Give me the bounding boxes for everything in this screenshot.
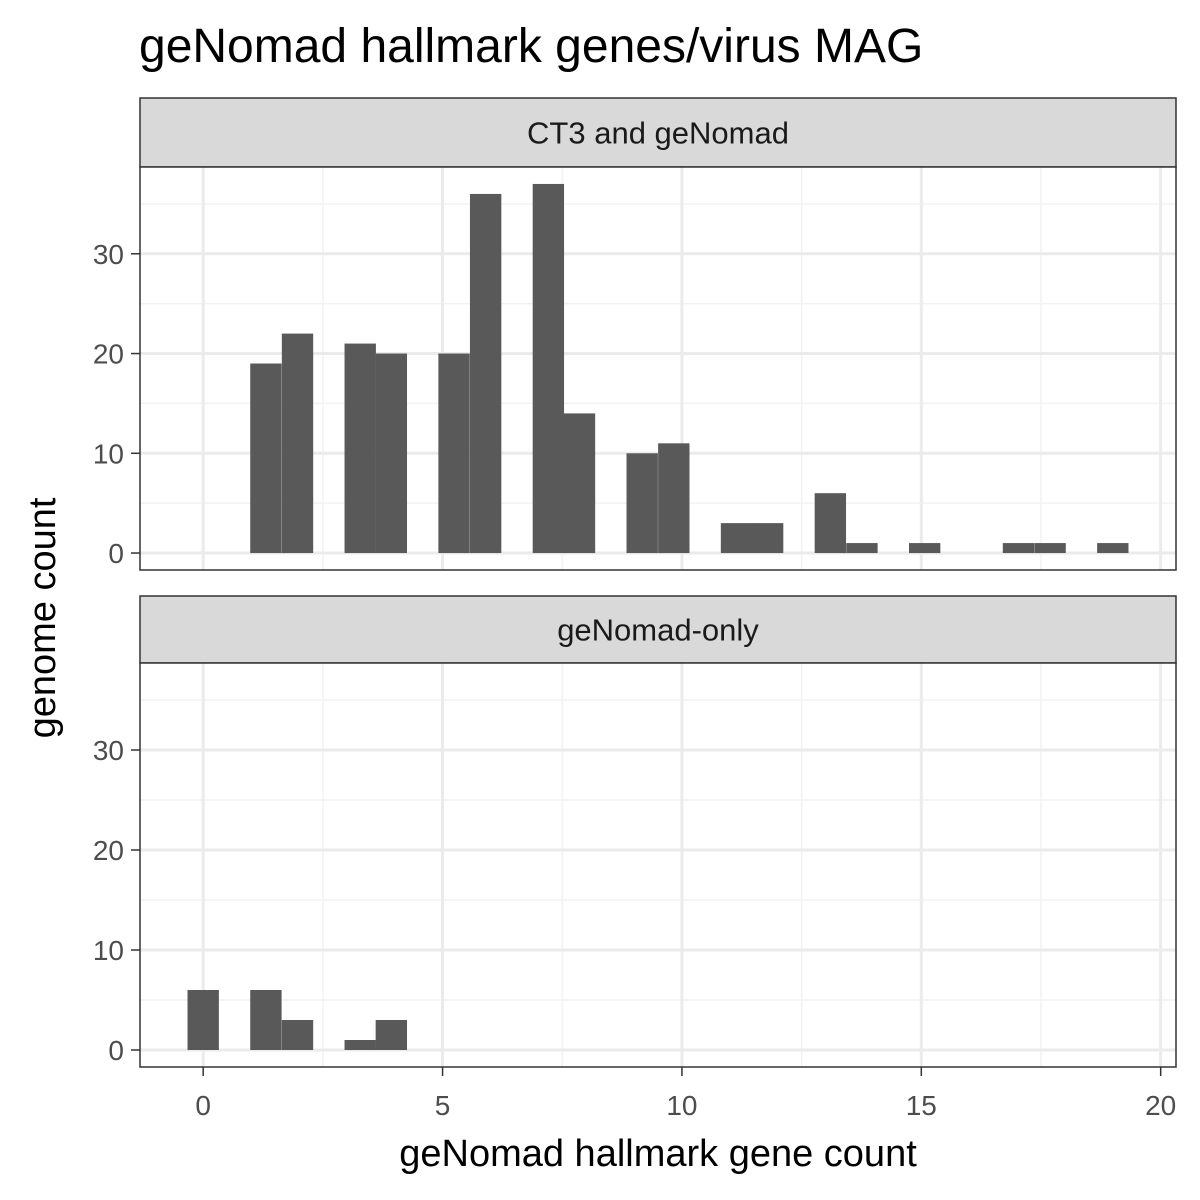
chart-title: geNomad hallmark genes/virus MAG [139,20,923,73]
x-tick-label: 20 [1145,1090,1176,1121]
facet-strip [139,595,1177,664]
histogram-bar [344,1040,376,1050]
panel-border [139,166,1177,571]
histogram-bar [563,413,596,554]
y-tick-label: 30 [93,735,124,766]
facet-strip-label: CT3 and geNomad [527,116,789,151]
histogram-bar [438,353,470,554]
x-tick-label: 10 [666,1090,697,1121]
x-axis: 0 5 10 15 20 [195,1067,1176,1121]
histogram-bar [281,1020,314,1050]
facet-panel: geNomad-only 0 10 20 30 [93,595,1177,1068]
histogram-bar [846,543,878,554]
panel-border [139,662,1177,1068]
facet-panels: CT3 and geNomad 0 10 20 30 geNomad-only 0 10 20 3… [93,97,1177,1068]
histogram-bar [751,523,784,554]
histogram-bar [281,333,314,554]
panel-background [140,663,1176,1067]
histogram-bar [1034,543,1066,554]
histogram-bar [1097,543,1129,554]
facet-strip-label: geNomad-only [557,613,759,648]
y-tick-label: 20 [93,339,124,370]
x-tick-label: 0 [195,1090,211,1121]
histogram-bar [626,453,658,554]
histogram-bar [187,990,219,1050]
x-tick-label: 15 [906,1090,937,1121]
histogram-bar [720,523,753,554]
y-tick-label: 10 [93,438,124,469]
histogram-bar [1002,543,1035,554]
histogram-bar [814,493,847,554]
x-tick-label: 5 [435,1090,451,1121]
histogram-bar [375,353,408,554]
y-tick-label: 0 [108,1035,124,1066]
histogram-bar [469,193,502,554]
y-tick-label: 0 [108,538,124,569]
y-tick-label: 20 [93,835,124,866]
histogram-bar [532,183,565,554]
histogram-bar [344,343,376,554]
y-axis-title: genome count [22,497,64,738]
histogram-bar [375,1020,408,1050]
x-axis-title: geNomad hallmark gene count [399,1133,917,1175]
histogram-bar [250,363,282,554]
histogram-bar [658,443,690,554]
histogram-bar [908,543,941,554]
histogram-bar [250,990,282,1050]
facet-strip [139,97,1177,168]
y-tick-label: 10 [93,935,124,966]
y-tick-label: 30 [93,239,124,270]
facet-panel: CT3 and geNomad 0 10 20 30 [93,97,1177,571]
